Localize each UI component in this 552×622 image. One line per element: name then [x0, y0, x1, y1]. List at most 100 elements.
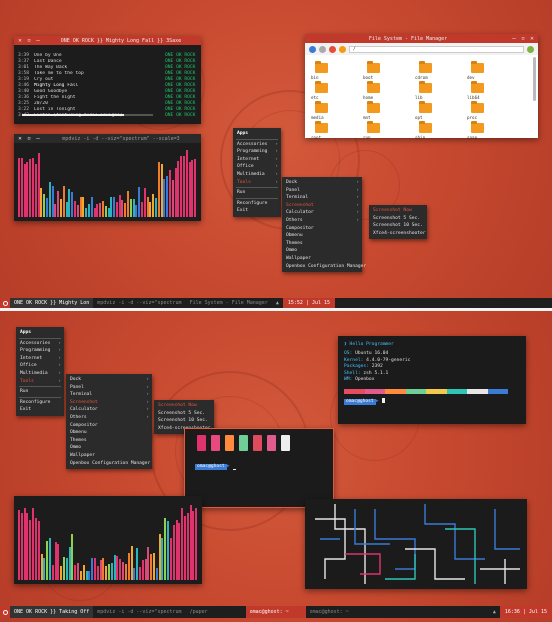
- menu-item[interactable]: Wallpaper: [70, 452, 95, 458]
- menu-item[interactable]: Run: [237, 190, 246, 196]
- minimize-icon[interactable]: –: [36, 135, 40, 142]
- folder-item[interactable]: home: [363, 81, 393, 105]
- music-titlebar[interactable]: ✕ ▫ – ONE OK ROCK }} Mighty Long Fall }}…: [14, 36, 201, 45]
- menu-item[interactable]: Tools ›: [237, 179, 278, 185]
- menu-item[interactable]: Internet ›: [237, 156, 278, 162]
- menu-item[interactable]: Programming ›: [237, 149, 278, 155]
- folder-item[interactable]: snap: [467, 121, 497, 145]
- menu-item[interactable]: Compositor: [286, 225, 314, 231]
- menu-item[interactable]: Internet ›: [20, 355, 61, 361]
- folder-item[interactable]: run: [363, 121, 393, 145]
- folder-item[interactable]: root: [311, 121, 341, 145]
- track-row[interactable]: 3:01 The Way Back ONE OK ROCK: [14, 65, 201, 71]
- menu-item[interactable]: Reconfigure: [237, 200, 268, 206]
- menu-item[interactable]: Terminal ›: [286, 195, 359, 201]
- menu-item[interactable]: Dock ›: [286, 180, 359, 185]
- menu-item[interactable]: Run: [20, 389, 29, 395]
- menu-item[interactable]: Accessories ›: [20, 340, 61, 346]
- task-music[interactable]: ONE OK ROCK }} Taking Off: [10, 606, 94, 618]
- menu-item[interactable]: Screenshot 10 Sec.: [373, 223, 423, 229]
- colors-terminal[interactable]: omac@ghost ▶: [184, 428, 334, 508]
- maximize-icon[interactable]: ▫: [521, 35, 525, 42]
- track-row[interactable]: 3:46 Mighty Long Fall ONE OK ROCK: [14, 83, 201, 89]
- task-visualizer[interactable]: mpdviz -i -d --viz="spectrum: [97, 609, 182, 615]
- menu-item[interactable]: Office ›: [20, 363, 61, 369]
- track-row[interactable]: 3:39 One by One ONE OK ROCK: [14, 53, 201, 59]
- close-icon[interactable]: ✕: [18, 37, 22, 44]
- visualizer-window[interactable]: [14, 496, 202, 584]
- menu-item[interactable]: Others ›: [286, 217, 359, 223]
- folder-item[interactable]: media: [311, 101, 341, 125]
- close-icon[interactable]: ✕: [18, 135, 22, 142]
- menu-item[interactable]: Screenshot ›: [286, 202, 359, 208]
- menu-item[interactable]: Compositor: [70, 422, 98, 428]
- menu-item[interactable]: Screenshot 5 Sec.: [158, 410, 206, 416]
- menu-item[interactable]: Tools ›: [20, 378, 61, 384]
- scrollbar[interactable]: [533, 57, 536, 101]
- track-row[interactable]: 3:37 Last Dance ONE OK ROCK: [14, 59, 201, 65]
- back-icon[interactable]: [309, 45, 316, 53]
- folder-item[interactable]: etc: [311, 81, 341, 105]
- home-icon[interactable]: [339, 45, 346, 53]
- menu-item[interactable]: Office ›: [237, 164, 278, 170]
- menu-item[interactable]: Screenshot 5 Sec.: [373, 215, 421, 221]
- folder-item[interactable]: bin: [311, 61, 341, 85]
- track-list[interactable]: 3:39 One by One ONE OK ROCK 3:37 Last Dance O…: [14, 45, 201, 119]
- menu-item[interactable]: Calculator ›: [286, 210, 359, 216]
- minimize-icon[interactable]: –: [512, 35, 516, 42]
- track-row[interactable]: 3:36 Fight the night ONE OK ROCK: [14, 95, 201, 101]
- start-button[interactable]: [0, 298, 10, 308]
- folder-item[interactable]: sbin: [415, 121, 445, 145]
- task-wallpaper[interactable]: /paper: [189, 609, 208, 615]
- menu-item[interactable]: Openbox Configuration Manager: [70, 460, 151, 466]
- screenshot-submenu[interactable]: Screenshot Now Screenshot 5 Sec. Screensho…: [369, 205, 427, 240]
- file-view[interactable]: bin boot cdrom dev etc home lib lib64 media mnt op…: [305, 55, 538, 140]
- app-menu[interactable]: Apps Accessories › Programming › Internet › Off…: [16, 327, 64, 416]
- menu-item[interactable]: Multimedia ›: [237, 171, 278, 177]
- fm-titlebar[interactable]: File System - File Manager – ▫ ✕: [305, 34, 538, 43]
- track-row[interactable]: 3:25 20/20 ONE OK ROCK: [14, 101, 201, 107]
- task-file-manager[interactable]: File System - File Manager: [189, 300, 268, 306]
- menu-item[interactable]: Wallpaper: [286, 255, 311, 261]
- forward-icon[interactable]: [319, 45, 326, 53]
- tray-icon[interactable]: ▲: [492, 609, 496, 615]
- task-terminal-1[interactable]: omac@ghost: ~: [245, 606, 306, 618]
- start-button[interactable]: [0, 606, 10, 618]
- track-row[interactable]: 3:58 Take me to the top ONE OK ROCK: [14, 71, 201, 77]
- menu-item[interactable]: Exit: [237, 208, 249, 214]
- menu-item[interactable]: Accessories ›: [237, 141, 278, 147]
- menu-item[interactable]: Dock ›: [70, 377, 149, 382]
- menu-item[interactable]: Xfce4-screenshooter: [373, 230, 426, 236]
- folder-item[interactable]: lib: [415, 81, 445, 105]
- clock[interactable]: 15:52 | Jul 15: [282, 298, 336, 308]
- menu-item[interactable]: Themes: [286, 240, 303, 246]
- close-icon[interactable]: ✕: [530, 35, 534, 42]
- file-manager-window[interactable]: File System - File Manager – ▫ ✕ / bin bo…: [305, 34, 538, 140]
- track-row[interactable]: 3:19 Cry out ONE OK ROCK: [14, 77, 201, 83]
- maximize-icon[interactable]: ▫: [27, 37, 31, 44]
- menu-item[interactable]: Programming ›: [20, 348, 61, 354]
- visualizer-window[interactable]: ✕ ▫ – mpdviz -i -d --viz="spectrum" --sc…: [14, 134, 201, 221]
- folder-item[interactable]: proc: [467, 101, 497, 125]
- track-row[interactable]: 3:22 Lost in Tonight ONE OK ROCK: [14, 107, 201, 113]
- menu-item[interactable]: Screenshot Now: [373, 208, 412, 213]
- pipes-terminal[interactable]: [305, 499, 527, 589]
- folder-item[interactable]: cdrom: [415, 61, 445, 85]
- address-bar[interactable]: /: [349, 45, 524, 53]
- stop-icon[interactable]: [329, 45, 336, 53]
- menu-item[interactable]: Openbox Configuration Manager: [286, 263, 367, 269]
- folder-item[interactable]: dev: [467, 61, 497, 85]
- menu-item[interactable]: Others ›: [70, 414, 149, 420]
- folder-item[interactable]: boot: [363, 61, 393, 85]
- visualizer-titlebar[interactable]: ✕ ▫ – mpdviz -i -d --viz="spectrum" --sc…: [14, 134, 201, 143]
- menu-item[interactable]: Screenshot Now: [158, 403, 197, 408]
- menu-item[interactable]: Ommo: [70, 445, 82, 451]
- menu-item[interactable]: Screenshot 10 Sec.: [158, 418, 208, 424]
- track-row[interactable]: 3:40 Good Goodbye ONE OK ROCK: [14, 89, 201, 95]
- tray-icon[interactable]: ▲: [275, 300, 279, 306]
- clock[interactable]: 16:36 | Jul 15: [499, 606, 552, 618]
- menu-item[interactable]: Screenshot ›: [70, 399, 149, 405]
- menu-item[interactable]: Obmenu: [286, 233, 303, 239]
- maximize-icon[interactable]: ▫: [27, 135, 31, 142]
- progress-bar[interactable]: [22, 114, 153, 116]
